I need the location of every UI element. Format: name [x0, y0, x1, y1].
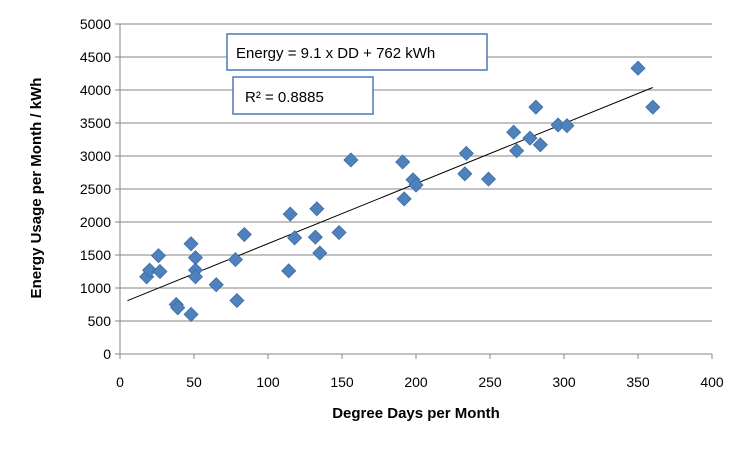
y-axis-title: Energy Usage per Month / kWh [28, 78, 45, 299]
data-point [187, 250, 204, 266]
data-point [630, 60, 646, 76]
data-point [509, 143, 525, 159]
data-point [532, 137, 548, 153]
x-tick-labels: 0 50 100 150 200 250 300 350 400 [116, 374, 724, 390]
r-squared-text: R² = 0.8885 [245, 89, 324, 106]
y-tick-label: 3500 [80, 115, 111, 131]
y-tick-label: 2500 [80, 181, 111, 197]
data-point [343, 152, 359, 168]
data-point [150, 248, 167, 264]
data-point [528, 99, 544, 115]
y-tick-label: 1000 [80, 280, 111, 296]
data-point [183, 306, 199, 322]
data-point [208, 277, 224, 293]
data-point [227, 252, 244, 268]
data-points [139, 60, 661, 322]
y-tick-label: 500 [88, 313, 112, 329]
data-point [522, 130, 538, 146]
equation-text: Energy = 9.1 x DD + 762 kWh [236, 45, 435, 62]
r-squared-annotation: R² = 0.8885 [232, 76, 374, 115]
data-point [396, 191, 412, 207]
y-tick-label: 0 [103, 346, 111, 362]
x-tick-label: 0 [116, 374, 124, 390]
data-point [152, 263, 168, 280]
axes [115, 23, 713, 359]
y-tick-label: 4000 [80, 82, 111, 98]
y-tick-label: 4500 [80, 49, 111, 65]
x-tick-label: 200 [404, 374, 428, 390]
data-point [645, 99, 661, 115]
data-point [281, 263, 297, 279]
data-point [458, 145, 474, 161]
data-point [187, 269, 204, 285]
data-point [183, 236, 199, 252]
trendline-group [127, 87, 653, 302]
data-point [457, 166, 473, 182]
trendline [127, 87, 653, 302]
x-tick-label: 150 [330, 374, 354, 390]
x-tick-label: 400 [700, 374, 724, 390]
y-tick-label: 2000 [80, 214, 111, 230]
data-point [480, 171, 497, 187]
r-squared-box [232, 76, 374, 115]
data-point [331, 224, 347, 241]
x-tick-label: 250 [478, 374, 502, 390]
x-tick-label: 350 [626, 374, 650, 390]
data-point [312, 245, 328, 261]
equation-annotation: Energy = 9.1 x DD + 762 kWh [226, 33, 488, 71]
y-tick-label: 3000 [80, 148, 111, 164]
data-point [142, 262, 158, 278]
data-point [287, 230, 303, 246]
y-tick-labels: 0 500 1000 1500 2000 2500 3000 3500 4000 4500 5000 [80, 16, 111, 362]
equation-box [226, 33, 488, 71]
data-point [170, 300, 186, 316]
data-point [236, 226, 252, 243]
x-axis-title: Degree Days per Month [332, 405, 500, 422]
data-point [309, 201, 325, 217]
x-tick-label: 300 [552, 374, 576, 390]
data-point [408, 177, 424, 193]
data-point [395, 154, 411, 170]
y-tick-label: 5000 [80, 16, 111, 32]
x-tick-label: 50 [186, 374, 202, 390]
data-point [559, 118, 575, 134]
data-point [282, 206, 298, 222]
y-tick-label: 1500 [80, 247, 111, 263]
data-point [307, 229, 323, 245]
data-point [229, 292, 245, 309]
x-tick-label: 100 [256, 374, 280, 390]
data-point [506, 124, 522, 140]
